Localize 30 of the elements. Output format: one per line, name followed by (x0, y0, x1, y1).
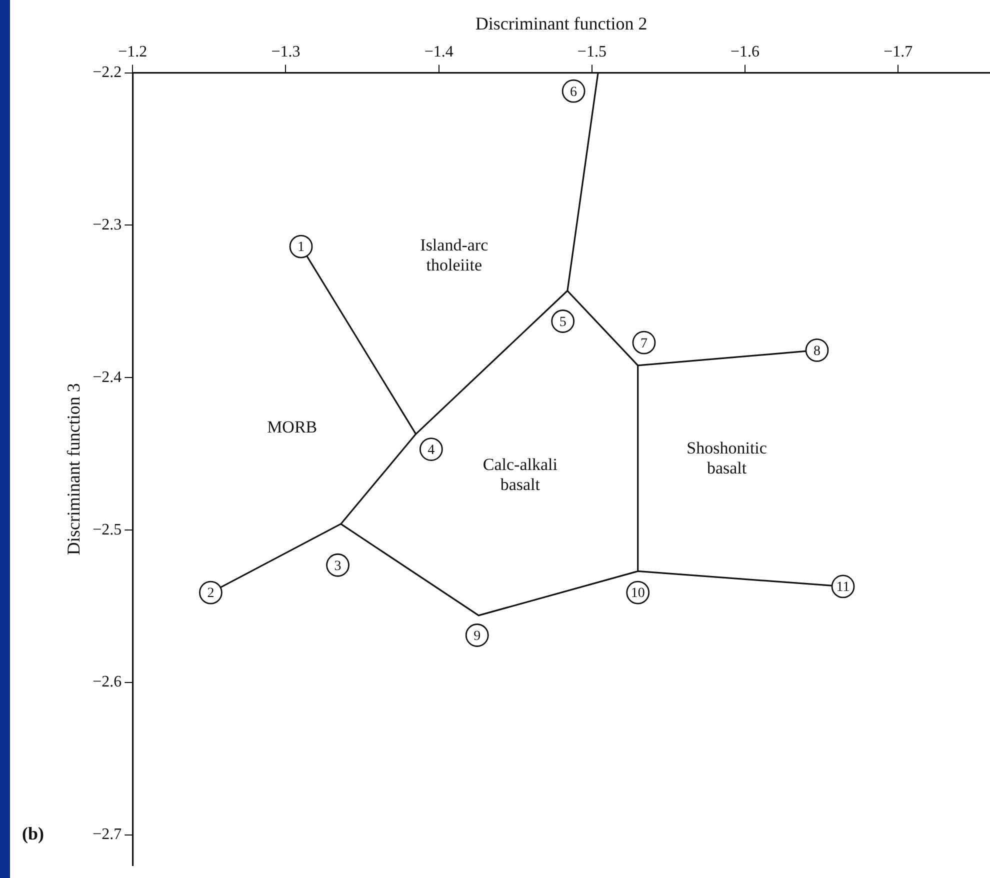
annotation: 9 (474, 628, 481, 644)
annotation: Calc-alkali basalt (482, 454, 558, 494)
annotation: 8 (813, 344, 820, 359)
annotation: Island-arc tholeiite (420, 235, 489, 274)
y-tick-label: −2.4 (92, 368, 122, 386)
annotation: 11 (836, 580, 850, 596)
y-tick-label: −2.7 (92, 826, 122, 844)
annotation: 10 (630, 586, 645, 602)
annotation: 7 (640, 336, 648, 352)
annotation: 4 (428, 442, 435, 458)
x-tick-label: −1.4 (424, 43, 454, 60)
x-axis-title: Discriminant function 2 (475, 14, 648, 34)
annotation: 2 (207, 586, 214, 602)
annotation: MORB (267, 417, 318, 436)
annotation: 6 (570, 84, 578, 100)
y-tick-label: −2.5 (92, 521, 122, 538)
annotation: Shoshonitic basalt (686, 438, 768, 478)
x-tick-label: −1.3 (271, 43, 300, 60)
y-tick-label: −2.6 (92, 674, 122, 691)
annotation: 1 (298, 240, 305, 256)
annotation: 3 (334, 558, 342, 574)
y-axis-title: Discriminant function 3 (64, 383, 84, 556)
x-tick-label: −1.2 (118, 43, 148, 60)
text: (b) (22, 824, 44, 844)
x-tick-label: −1.6 (730, 43, 760, 60)
x-tick-label: −1.5 (577, 43, 606, 60)
x-tick-label: −1.7 (884, 43, 913, 60)
annotation: 5 (559, 314, 566, 330)
y-tick-label: −2.3 (92, 216, 122, 234)
y-tick-label: −2.2 (92, 64, 122, 82)
